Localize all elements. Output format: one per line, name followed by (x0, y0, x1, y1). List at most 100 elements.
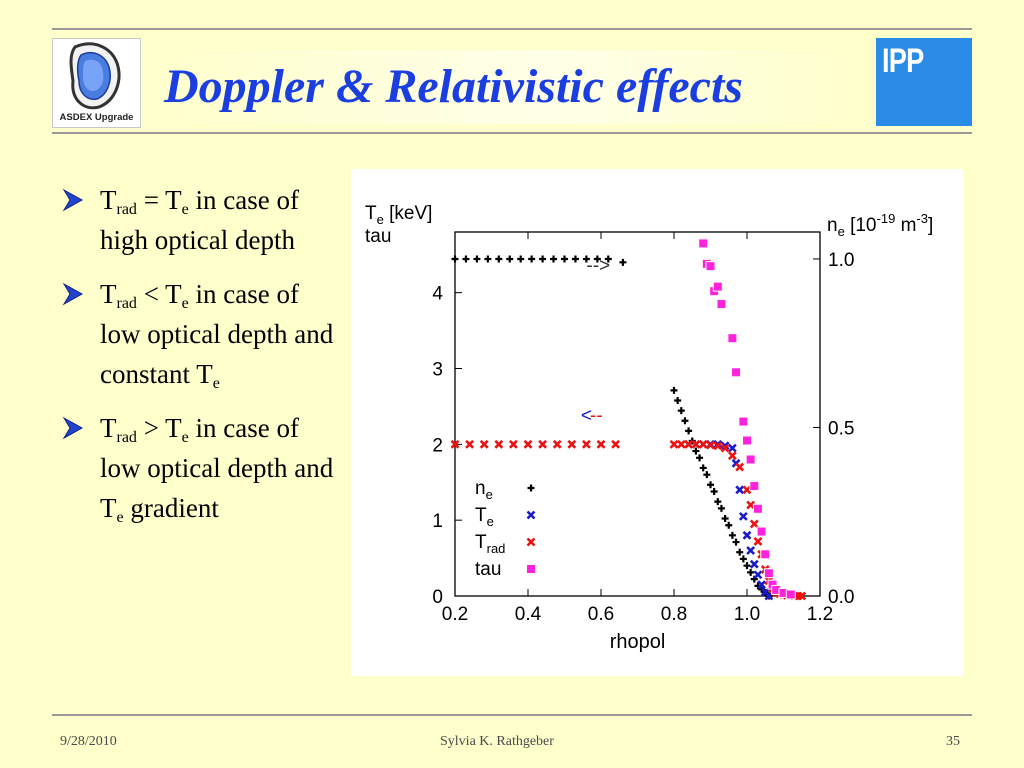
data-point-t-rad (611, 439, 621, 449)
annotation-arrow: < (581, 406, 592, 427)
data-point-t-rad (450, 439, 460, 449)
footer-date: 9/28/2010 (60, 734, 117, 749)
data-point-n-e (506, 255, 514, 263)
y-left-axis-label-line2: tau (365, 226, 391, 247)
bullet-list: Trad = Te in case of high optical depth T… (62, 180, 342, 542)
data-point-t-e (720, 441, 730, 451)
bullet-subscript: e (116, 509, 124, 526)
data-point-n-e (528, 255, 536, 263)
legend-marker (526, 564, 536, 574)
data-point-t-rad (523, 439, 533, 449)
data-point-n-e (550, 255, 558, 263)
data-point-tau (749, 481, 760, 492)
data-point-tau (742, 435, 752, 446)
bullet-text: T (100, 413, 117, 443)
data-point-n-e (736, 548, 744, 556)
x-tick-label: 0.6 (588, 604, 614, 625)
data-point-t-rad (753, 536, 763, 546)
data-point-n-e (739, 555, 747, 563)
data-point-tau (745, 454, 756, 465)
bullet-item: Trad > Te in case of low optical depth a… (62, 408, 342, 528)
data-point-tau (731, 367, 742, 378)
data-point-t-rad (691, 439, 701, 449)
bullet-text: = T (136, 185, 182, 215)
legend-label: Te (475, 505, 494, 529)
bullet-text: in case of low optical depth and T (100, 413, 334, 523)
x-tick-label: 0.2 (442, 604, 468, 625)
bullet-text: > T (136, 413, 182, 443)
data-point-n-e (571, 255, 579, 263)
data-point-n-e (725, 521, 733, 529)
data-point-n-e (619, 258, 627, 266)
data-point-t-rad (669, 439, 679, 449)
data-point-n-e (707, 481, 714, 489)
data-point-n-e (462, 255, 470, 263)
data-point-t-rad (713, 441, 723, 451)
data-point-n-e (703, 471, 711, 479)
bullet-subscript: e (212, 375, 220, 392)
data-point-t-rad (684, 439, 694, 449)
y-left-tick-label: 4 (432, 284, 443, 305)
ipp-logo-text: IPP (882, 42, 924, 80)
y-right-tick-label: 1.0 (828, 250, 854, 271)
annotation-arrow: -- (590, 406, 603, 427)
data-point-n-e (714, 498, 722, 506)
data-point-t-e (735, 485, 745, 495)
data-point-n-e (677, 407, 685, 415)
logo-left-label: ASDEX Upgrade (59, 112, 134, 123)
x-tick-label: 0.8 (661, 604, 687, 625)
data-point-n-e (717, 504, 725, 512)
data-point-t-rad (727, 451, 737, 461)
bullet-text: < T (136, 279, 182, 309)
footer-author: Sylvia K. Rathgeber (440, 734, 554, 749)
bullet-arrow-icon (62, 188, 84, 212)
data-point-t-rad (552, 439, 562, 449)
data-point-tau (712, 281, 723, 292)
temperature-density-chart: 0.2 0.4 0.6 0.8 1.0 1.2 0 1 2 3 4 0.0 0.5 1.0 rhopol Te… (365, 203, 933, 653)
data-point-t-rad (465, 439, 475, 449)
data-point-t-rad (581, 439, 591, 449)
data-point-n-e (674, 397, 682, 405)
data-point-t-rad (698, 439, 708, 449)
data-point-n-e (681, 417, 689, 425)
data-point-n-e (699, 464, 707, 472)
bullet-arrow-icon (62, 416, 84, 440)
legend-label: tau (475, 559, 501, 580)
data-point-t-e (753, 570, 763, 580)
data-point-t-e (738, 511, 748, 521)
y-left-tick-label: 2 (432, 435, 443, 456)
data-point-t-rad (676, 439, 686, 449)
data-point-t-e (727, 443, 737, 453)
y-right-tick-label: 0.0 (828, 587, 854, 608)
y-left-tick-label: 1 (432, 511, 443, 532)
data-point-tau (698, 238, 709, 249)
data-point-tau (785, 589, 796, 600)
data-point-n-e (539, 255, 547, 263)
bullet-subscript: rad (116, 429, 137, 446)
data-point-n-e (561, 255, 568, 263)
data-point-n-e (692, 447, 700, 455)
legend-marker (527, 484, 535, 492)
bullet-subscript: e (181, 429, 189, 446)
data-point-tau (756, 526, 767, 537)
data-point-tau (705, 261, 716, 272)
bullet-subscript: e (181, 201, 189, 218)
bullet-item: Trad = Te in case of high optical depth (62, 180, 342, 260)
bullet-item: Trad < Te in case of low optical depth a… (62, 274, 342, 394)
y-right-tick-label: 0.5 (828, 418, 854, 439)
data-point-n-e (495, 255, 503, 263)
legend-marker (526, 510, 536, 520)
legend-marker (526, 537, 536, 547)
bullet-subscript: rad (116, 295, 137, 312)
data-point-t-rad (749, 519, 759, 529)
chart-panel: 0.2 0.4 0.6 0.8 1.0 1.2 0 1 2 3 4 0.0 0.5 1.0 rhopol Te… (351, 169, 963, 676)
bullet-text: in case of high optical depth (100, 185, 299, 255)
tokamak-cross-section-icon (69, 42, 121, 110)
y-left-tick-label: 0 (432, 587, 443, 608)
data-point-n-e (604, 255, 612, 263)
bullet-arrow-icon (62, 282, 84, 306)
title-rule (52, 132, 972, 134)
data-point-t-rad (797, 591, 807, 601)
top-rule (52, 28, 972, 30)
data-point-n-e (685, 427, 693, 435)
